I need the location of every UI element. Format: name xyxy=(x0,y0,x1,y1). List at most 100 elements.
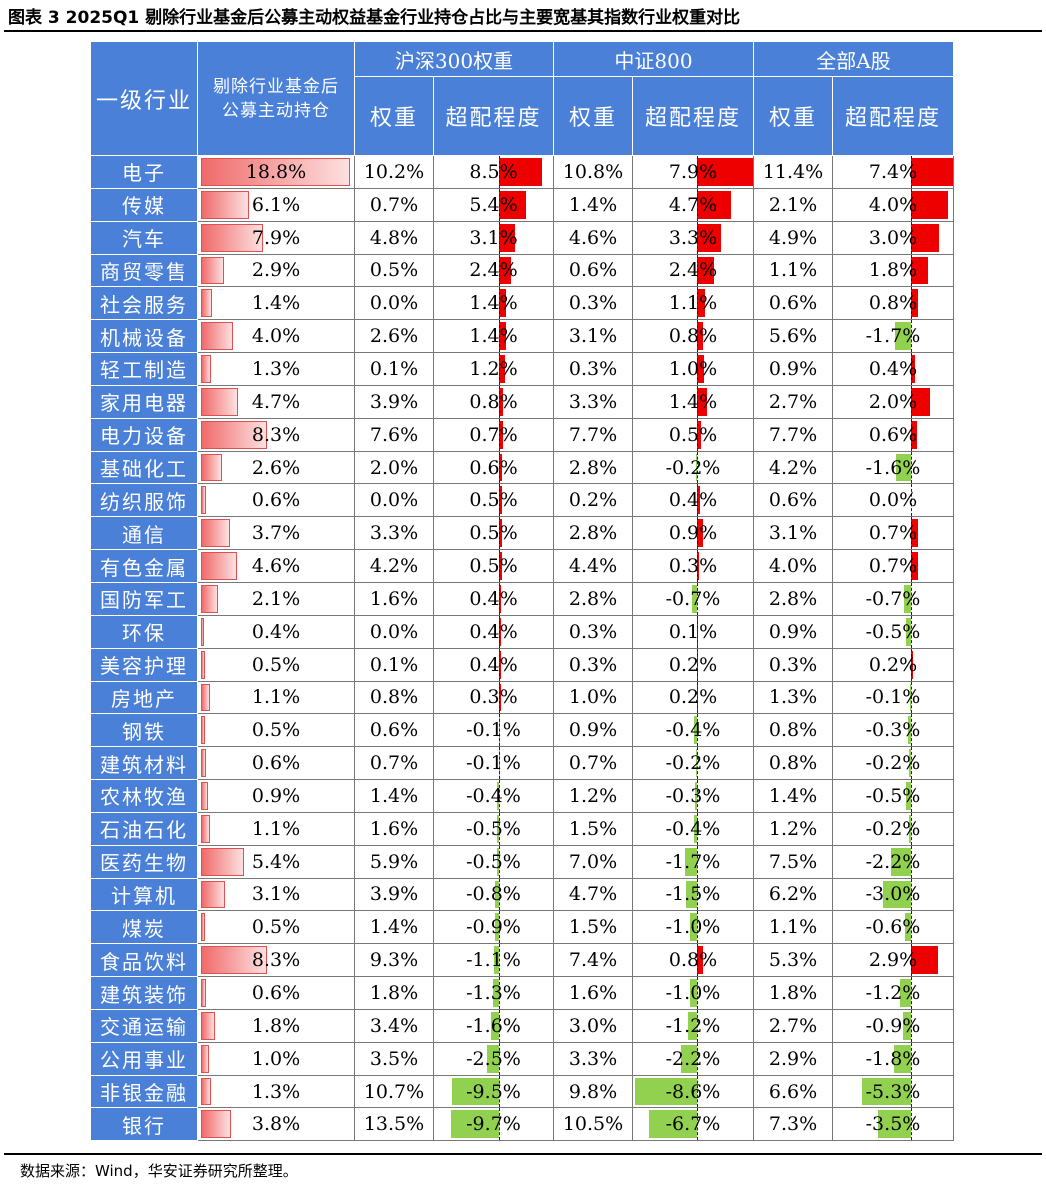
active-holding-cell: 7.9% xyxy=(197,220,355,255)
index-weight-value: 0.7% xyxy=(354,746,434,781)
overweight-cell: -0.2% xyxy=(832,811,954,846)
overweight-cell: 0.5% xyxy=(433,549,554,583)
overweight-cell: 0.4% xyxy=(632,483,754,518)
overweight-cell: 0.2% xyxy=(632,647,754,682)
active-holding-value: 0.6% xyxy=(251,752,301,775)
zero-axis xyxy=(499,222,500,254)
index-weight-value: 3.3% xyxy=(553,1041,633,1076)
table-row: 电子 18.8% 10.2% 8.5% 10.8% 7.9% 11.4% 7.4% xyxy=(90,155,954,189)
active-holding-cell: 1.1% xyxy=(197,680,355,715)
data-table: 一级行业 剔除行业基金后公募主动持仓 沪深300权重 中证800 全部A股 权重… xyxy=(90,41,954,1142)
zero-axis xyxy=(499,813,500,845)
index-weight-value: 10.2% xyxy=(354,155,434,189)
index-weight-value: 1.4% xyxy=(354,779,434,813)
overweight-cell: 2.4% xyxy=(632,253,754,288)
index-weight-value: 4.9% xyxy=(753,220,833,255)
overweight-bar xyxy=(697,355,705,383)
overweight-cell: -0.2% xyxy=(832,746,954,781)
zero-axis xyxy=(499,649,500,681)
underweight-bar xyxy=(694,814,697,843)
overweight-value: -0.1% xyxy=(466,719,521,742)
overweight-bar xyxy=(499,289,506,318)
underweight-bar xyxy=(450,1110,499,1139)
overweight-cell: -3.0% xyxy=(832,877,954,912)
overweight-cell: 0.7% xyxy=(832,516,954,551)
overweight-bar xyxy=(911,256,928,285)
table-row: 农林牧渔 0.9% 1.4% -0.4% 1.2% -0.3% 1.4% -0.5% xyxy=(90,779,954,813)
index-weight-value: 0.0% xyxy=(354,483,434,518)
table-row: 公用事业 1.0% 3.5% -2.5% 3.3% -2.2% 2.9% -1.8% xyxy=(90,1041,954,1076)
overweight-value: -1.2% xyxy=(865,982,921,1005)
overweight-value: -2.5% xyxy=(466,1047,521,1070)
overweight-cell: -0.1% xyxy=(433,713,554,748)
table-row: 家用电器 4.7% 3.9% 0.8% 3.3% 1.4% 2.7% 2.0% xyxy=(90,384,954,419)
zero-axis xyxy=(697,287,698,319)
index-weight-value: 1.8% xyxy=(354,976,434,1010)
overweight-value: -6.7% xyxy=(665,1113,721,1136)
overweight-cell: 0.4% xyxy=(433,581,554,616)
overweight-cell: 4.7% xyxy=(632,187,754,222)
overweight-value: 0.7% xyxy=(868,555,918,578)
overweight-value: 0.8% xyxy=(668,949,718,972)
zero-axis xyxy=(499,747,500,779)
index-weight-value: 13.5% xyxy=(354,1107,434,1142)
active-holding-bar xyxy=(201,1077,212,1106)
table-row: 医药生物 5.4% 5.9% -0.5% 7.0% -1.7% 7.5% -2.2% xyxy=(90,844,954,879)
overweight-value: 1.1% xyxy=(668,292,718,315)
index-weight-value: 1.1% xyxy=(753,253,833,288)
underweight-bar xyxy=(689,913,697,942)
index-weight-value: 10.7% xyxy=(354,1074,434,1109)
underweight-bar xyxy=(498,749,499,778)
active-holding-bar xyxy=(201,683,210,712)
zero-axis xyxy=(911,1043,912,1075)
zero-axis xyxy=(697,320,698,352)
zero-axis xyxy=(911,747,912,779)
zero-axis xyxy=(697,780,698,812)
active-holding-value: 0.4% xyxy=(251,620,301,643)
index-weight-value: 1.8% xyxy=(753,976,833,1010)
index-weight-value: 0.0% xyxy=(354,614,434,649)
active-holding-cell: 5.4% xyxy=(197,844,355,879)
index-weight-value: 7.7% xyxy=(753,417,833,452)
table-row: 交通运输 1.8% 3.4% -1.6% 3.0% -1.2% 2.7% -0.9% xyxy=(90,1008,954,1043)
overweight-bar xyxy=(499,453,502,482)
underweight-bar xyxy=(686,880,697,909)
index-weight-value: 2.7% xyxy=(753,1008,833,1043)
table-row: 美容护理 0.5% 0.1% 0.4% 0.3% 0.2% 0.3% 0.2% xyxy=(90,647,954,682)
underweight-bar xyxy=(695,749,697,778)
overweight-value: 0.8% xyxy=(668,325,718,348)
underweight-bar xyxy=(899,979,911,1007)
active-holding-cell: 2.9% xyxy=(197,253,355,288)
underweight-bar xyxy=(495,880,499,909)
index-weight-value: 0.6% xyxy=(553,253,633,288)
zero-axis xyxy=(499,1043,500,1075)
active-holding-value: 0.9% xyxy=(251,784,301,807)
index-weight-value: 0.3% xyxy=(753,647,833,682)
underweight-bar xyxy=(890,847,911,876)
overweight-cell: -9.5% xyxy=(433,1074,554,1109)
active-holding-cell: 1.8% xyxy=(197,1008,355,1043)
underweight-bar xyxy=(496,814,499,843)
overweight-cell: -2.2% xyxy=(632,1041,754,1076)
industry-name: 社会服务 xyxy=(90,286,198,321)
index-weight-value: 0.7% xyxy=(354,187,434,222)
index-weight-value: 7.5% xyxy=(753,844,833,879)
index-weight-value: 10.5% xyxy=(553,1107,633,1142)
index-weight-value: 9.8% xyxy=(553,1074,633,1109)
index-weight-value: 2.1% xyxy=(753,187,833,222)
zero-axis xyxy=(499,287,500,319)
underweight-bar xyxy=(694,716,697,745)
overweight-value: -8.6% xyxy=(665,1080,721,1103)
overweight-value: 8.5% xyxy=(469,160,518,183)
index-weight-value: 3.3% xyxy=(553,384,633,419)
header-weight: 权重 xyxy=(354,76,434,156)
active-holding-bar xyxy=(201,847,244,876)
active-holding-cell: 8.3% xyxy=(197,417,355,452)
index-weight-value: 1.6% xyxy=(354,811,434,846)
overweight-bar xyxy=(499,519,502,548)
active-holding-value: 3.8% xyxy=(251,1113,301,1136)
overweight-cell: -0.1% xyxy=(832,680,954,715)
overweight-bar xyxy=(697,223,721,252)
overweight-cell: 0.8% xyxy=(433,384,554,419)
overweight-value: 1.4% xyxy=(469,292,518,315)
